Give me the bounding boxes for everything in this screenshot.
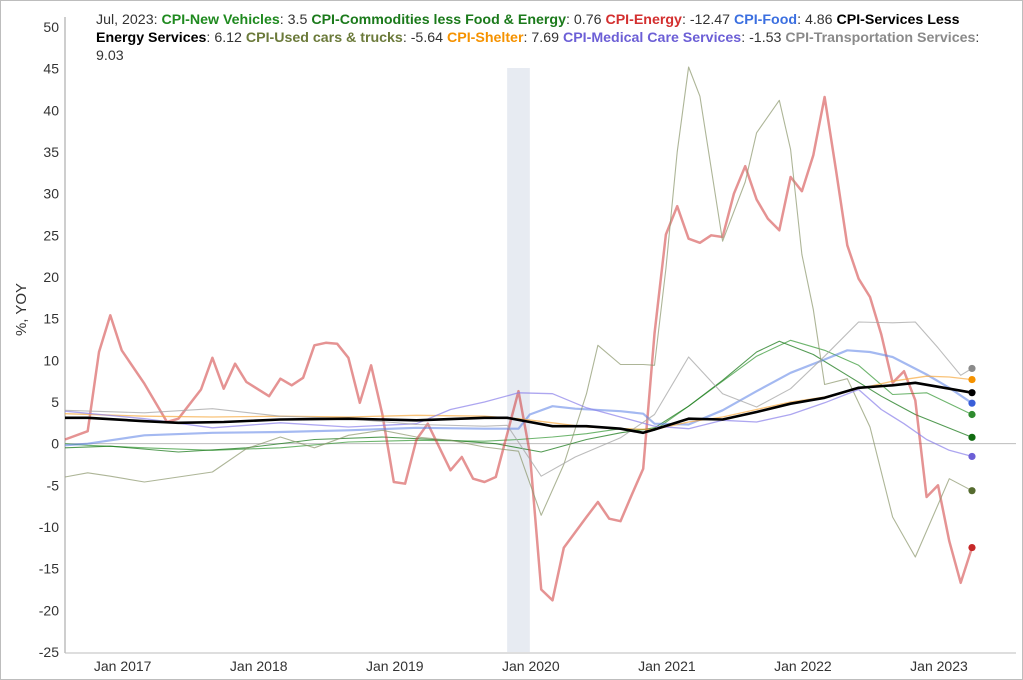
legend-series-name: CPI-Commodities less Food & Energy <box>311 12 566 28</box>
legend-entry: CPI-Shelter: 7.69 <box>447 30 559 46</box>
legend-sep: : <box>975 30 980 46</box>
legend-series-value: 3.5 <box>287 12 308 28</box>
chart-legend: Jul, 2023: CPI-New Vehicles: 3.5 CPI-Com… <box>96 11 1001 65</box>
series-line <box>64 340 973 453</box>
legend-sep: : <box>565 12 574 28</box>
series-line <box>64 349 973 447</box>
legend-series-value: 4.86 <box>804 12 833 28</box>
y-axis-title: %, YOY <box>13 283 30 336</box>
legend-sep: : <box>681 12 690 28</box>
y-tick-label: -5 <box>47 477 60 493</box>
series-endpoint <box>968 487 976 495</box>
legend-series-name: CPI-Energy <box>605 12 682 28</box>
legend-series-value: 6.12 <box>214 30 242 46</box>
legend-series-name: CPI-New Vehicles <box>161 12 280 28</box>
y-tick-label: -10 <box>39 519 59 535</box>
y-tick-label: -20 <box>39 602 59 618</box>
y-tick-label: 20 <box>43 269 59 285</box>
series-endpoint <box>968 375 976 384</box>
legend-entry: CPI-Commodities less Food & Energy: 0.76 <box>311 12 601 28</box>
x-tick-label: Jan 2018 <box>230 658 288 674</box>
legend-entry: CPI-Transportation Services: 9.03 <box>96 30 979 64</box>
legend-entry: CPI-Food: 4.86 <box>734 12 833 28</box>
y-tick-label: 0 <box>51 436 59 452</box>
y-tick-label: 15 <box>43 311 59 327</box>
y-tick-label: 5 <box>51 394 59 410</box>
x-tick-label: Jan 2017 <box>94 658 152 674</box>
y-tick-label: 40 <box>43 102 59 118</box>
series-endpoint <box>968 364 976 373</box>
x-tick-label: Jan 2023 <box>910 658 968 674</box>
y-tick-label: 25 <box>43 227 59 243</box>
y-tick-label: -25 <box>39 644 59 660</box>
series-endpoint <box>968 452 976 461</box>
legend-series-value: -1.53 <box>749 30 782 46</box>
legend-series-name: CPI-Shelter <box>447 30 524 46</box>
legend-sep: : <box>523 30 532 46</box>
recession-band <box>507 68 530 652</box>
legend-date: Jul, 2023 <box>96 12 154 28</box>
series-line <box>64 388 973 458</box>
legend-entry: CPI-Services Less Energy Services: 6.12 <box>96 12 960 46</box>
series-line <box>64 95 974 602</box>
legend-sep: : <box>402 30 411 46</box>
legend-sep: : <box>206 30 215 46</box>
x-tick-label: Jan 2021 <box>638 658 696 674</box>
legend-series-name: CPI-Food <box>734 12 798 28</box>
legend-entry: CPI-New Vehicles: 3.5 <box>161 12 307 28</box>
legend-series-name: CPI-Used cars & trucks <box>245 30 403 46</box>
y-tick-label: 10 <box>43 352 59 368</box>
series-line <box>64 375 973 431</box>
legend-series-value: -12.47 <box>689 12 731 28</box>
x-tick-label: Jan 2020 <box>502 658 560 674</box>
y-tick-label: 50 <box>43 19 59 35</box>
legend-series-value: 7.69 <box>531 30 559 46</box>
legend-entry: CPI-Used cars & trucks: -5.64 <box>246 30 443 46</box>
series-line <box>65 381 973 435</box>
legend-series-value: 0.76 <box>573 12 602 28</box>
legend-entry: CPI-Energy: -12.47 <box>605 12 730 28</box>
legend-sep: : <box>741 30 750 46</box>
x-tick-label: Jan 2019 <box>366 658 424 674</box>
legend-entries: CPI-New Vehicles: 3.5 CPI-Commodities le… <box>96 12 979 64</box>
series-endpoint <box>968 399 976 407</box>
series-endpoint <box>968 433 976 441</box>
legend-series-name: CPI-Medical Care Services <box>562 30 742 46</box>
y-tick-label: 30 <box>43 186 59 202</box>
series-endpoint <box>968 389 976 397</box>
series-endpoint <box>968 543 976 552</box>
x-tick-label: Jan 2022 <box>774 658 832 674</box>
series-endpoint <box>968 410 976 419</box>
legend-series-name: CPI-Services Less Energy Services <box>96 12 960 46</box>
legend-entry: CPI-Medical Care Services: -1.53 <box>563 30 781 46</box>
series-line <box>64 66 973 558</box>
legend-series-value: 9.03 <box>96 48 124 64</box>
legend-series-value: -5.64 <box>410 30 444 46</box>
legend-sep: : <box>279 12 288 28</box>
y-tick-label: 35 <box>43 144 59 160</box>
legend-date-sep: : <box>153 12 162 28</box>
legend-sep: : <box>797 12 805 28</box>
y-tick-label: -15 <box>39 561 59 577</box>
y-tick-label: 45 <box>43 61 59 77</box>
legend-series-name: CPI-Transportation Services <box>785 30 976 46</box>
